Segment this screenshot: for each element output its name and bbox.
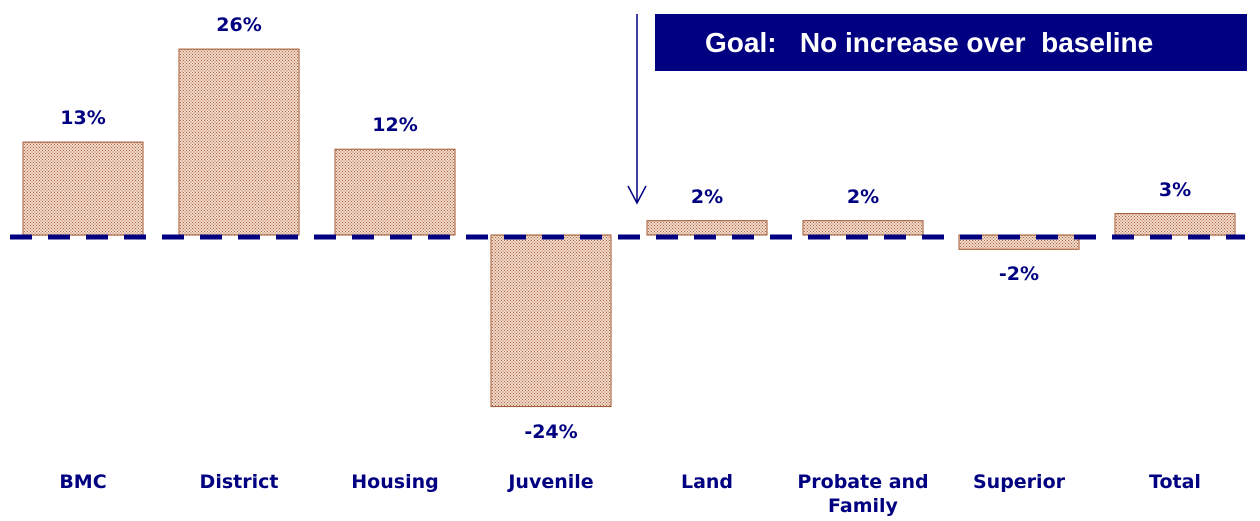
category-label: Housing <box>351 471 439 493</box>
bar-total <box>1114 213 1236 236</box>
value-label: 3% <box>1158 178 1192 201</box>
bar-housing <box>334 148 456 236</box>
value-label: 2% <box>846 185 880 208</box>
goal-banner: Goal: No increase over baseline <box>655 14 1247 71</box>
value-label: 12% <box>372 114 418 137</box>
value-label: 26% <box>216 14 262 37</box>
goal-arrow-head <box>627 185 647 205</box>
category-label: BMC <box>59 471 107 493</box>
value-label: 2% <box>690 185 724 208</box>
value-label: -2% <box>998 263 1040 286</box>
bar-probate-and-family <box>802 220 924 236</box>
category-label: Superior <box>972 471 1065 493</box>
category-label: Land <box>680 471 734 493</box>
bar-district <box>178 48 300 236</box>
bar-bmc <box>22 141 144 236</box>
category-label: Total <box>1149 471 1201 493</box>
value-label: 13% <box>60 107 106 130</box>
bar-land <box>646 220 768 236</box>
category-label: Juvenile <box>508 471 594 493</box>
bar-juvenile <box>490 234 612 408</box>
category-label: Probate and Family <box>797 471 929 517</box>
value-label: -24% <box>524 420 578 443</box>
category-label: District <box>199 471 279 493</box>
